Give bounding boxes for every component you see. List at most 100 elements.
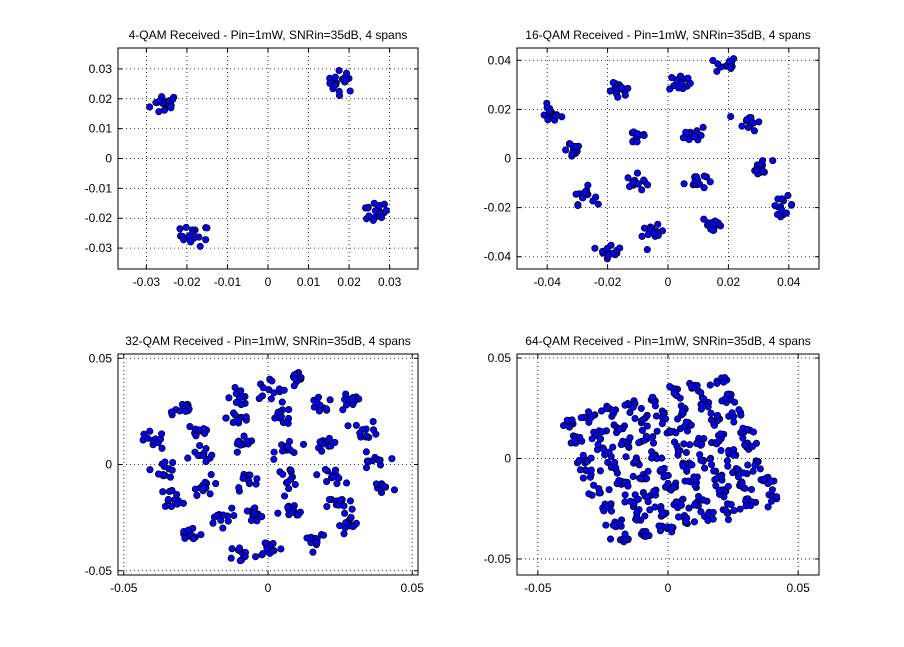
data-point xyxy=(680,440,688,448)
data-point xyxy=(713,379,721,387)
data-point xyxy=(255,395,263,403)
data-point xyxy=(715,486,723,495)
data-point xyxy=(675,513,683,521)
data-point xyxy=(284,442,292,450)
data-point xyxy=(261,539,269,547)
data-point xyxy=(168,486,176,494)
data-point xyxy=(720,378,728,386)
data-point xyxy=(682,448,690,457)
symbol-cluster xyxy=(167,400,193,419)
data-point xyxy=(662,415,670,423)
symbol-cluster xyxy=(310,393,334,415)
data-point xyxy=(252,480,260,488)
symbol-cluster xyxy=(744,457,764,475)
data-point xyxy=(159,488,167,496)
data-point xyxy=(243,507,251,515)
data-point xyxy=(291,374,299,382)
data-point xyxy=(347,513,355,521)
data-point xyxy=(344,422,352,430)
y-tick-label: 0.05 xyxy=(488,351,512,365)
data-point xyxy=(206,490,214,498)
data-point xyxy=(648,393,656,401)
data-point xyxy=(587,414,595,422)
data-point xyxy=(596,467,604,475)
data-point xyxy=(621,491,629,499)
data-point xyxy=(575,456,583,465)
data-point xyxy=(187,238,195,246)
data-point xyxy=(750,127,759,135)
symbol-cluster xyxy=(602,516,626,531)
data-point xyxy=(713,67,721,75)
data-point xyxy=(709,508,717,516)
data-point xyxy=(666,85,674,93)
x-tick-label: -0.01 xyxy=(214,275,242,289)
data-point xyxy=(667,523,675,531)
symbol-cluster xyxy=(146,93,178,116)
symbol-cluster xyxy=(562,140,582,160)
data-point xyxy=(756,160,765,169)
data-point xyxy=(228,545,236,553)
data-point xyxy=(235,544,244,552)
data-point xyxy=(679,462,687,470)
data-point xyxy=(749,442,757,450)
data-point xyxy=(224,517,232,525)
data-point xyxy=(259,384,267,392)
symbol-cluster xyxy=(709,55,738,75)
data-point xyxy=(700,172,708,180)
data-point xyxy=(346,87,354,95)
symbol-cluster xyxy=(621,491,642,511)
data-point xyxy=(241,552,249,560)
data-point xyxy=(585,490,593,498)
data-point xyxy=(173,490,181,499)
x-tick-label: 0.02 xyxy=(717,275,741,289)
data-point xyxy=(156,97,164,105)
data-point xyxy=(657,465,665,474)
data-point xyxy=(707,409,715,417)
symbol-cluster xyxy=(751,157,777,178)
y-tick-label: -0.05 xyxy=(484,552,512,566)
symbol-cluster xyxy=(655,522,677,536)
data-point xyxy=(648,454,656,462)
y-tick-label: 0 xyxy=(105,458,112,472)
data-point xyxy=(698,401,706,409)
x-tick-label: 0.04 xyxy=(777,275,801,289)
symbol-cluster xyxy=(639,486,660,506)
data-point xyxy=(616,244,624,252)
data-point xyxy=(721,506,730,514)
data-point xyxy=(201,430,209,438)
data-point xyxy=(699,496,707,504)
data-point xyxy=(615,425,624,433)
data-point xyxy=(319,531,328,539)
data-point xyxy=(236,557,244,565)
data-point xyxy=(677,79,685,87)
x-tick-label: 0 xyxy=(265,581,272,595)
data-point xyxy=(743,425,751,434)
y-tick-label: 0.05 xyxy=(89,351,113,365)
symbol-cluster xyxy=(708,430,728,448)
data-point xyxy=(644,498,652,506)
symbol-cluster xyxy=(180,524,205,543)
data-point xyxy=(729,451,737,459)
data-point xyxy=(697,388,705,397)
data-point xyxy=(622,453,630,461)
data-point xyxy=(325,495,333,504)
data-point xyxy=(193,491,201,499)
data-point xyxy=(331,73,339,81)
data-point xyxy=(365,212,373,220)
data-point xyxy=(696,451,704,459)
data-point xyxy=(290,382,298,390)
data-point xyxy=(239,474,247,482)
data-point xyxy=(739,434,747,442)
data-point xyxy=(335,87,343,96)
data-point xyxy=(640,176,648,184)
data-point xyxy=(234,438,242,446)
data-point xyxy=(587,454,595,462)
data-point xyxy=(690,133,698,141)
data-point xyxy=(179,499,187,507)
symbol-cluster xyxy=(222,398,250,427)
data-point xyxy=(771,202,779,210)
symbol-cluster xyxy=(339,390,363,414)
data-point xyxy=(164,495,172,504)
symbol-cluster xyxy=(622,453,643,469)
y-tick-label: -0.04 xyxy=(484,250,512,264)
